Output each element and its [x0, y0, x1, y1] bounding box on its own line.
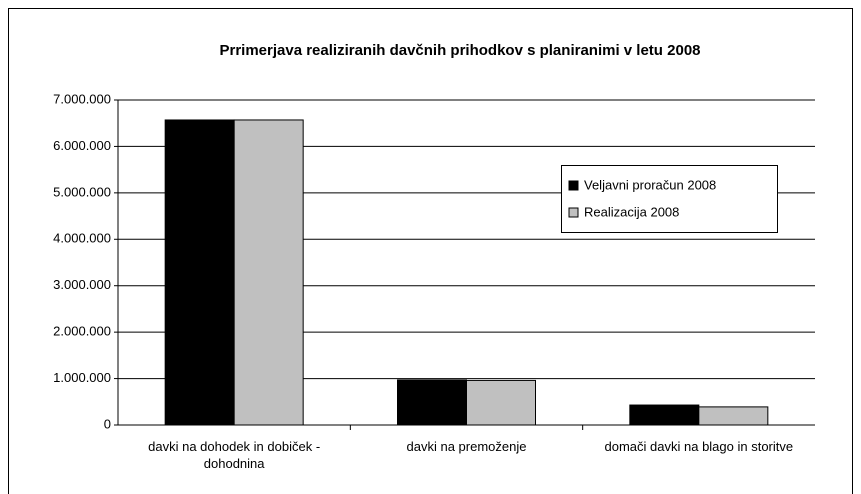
y-tick-label: 1.000.000 — [53, 370, 111, 385]
bar — [698, 406, 769, 426]
bar — [397, 379, 467, 426]
y-tick-label: 5.000.000 — [53, 184, 111, 199]
bar — [164, 119, 235, 426]
y-tick-label: 7.000.000 — [53, 91, 111, 106]
bar — [629, 404, 700, 426]
legend-box — [561, 165, 778, 233]
y-tick-label: 6.000.000 — [53, 138, 111, 153]
legend-swatch — [568, 180, 579, 191]
x-tick-label: davki na premoženje — [406, 439, 527, 454]
y-tick-label: 4.000.000 — [53, 231, 111, 246]
x-tick-label: domači davki na blago in storitve — [604, 439, 794, 454]
y-tick-label: 2.000.000 — [53, 324, 111, 339]
y-tick-label: 0 — [104, 416, 111, 431]
chart-title: Prrimerjava realiziranih davčnih prihodk… — [219, 42, 700, 59]
x-tick-label: davki na dohodek in dobiček - dohodnina — [148, 439, 321, 471]
bar — [466, 379, 536, 426]
bar — [233, 119, 304, 426]
y-tick-label: 3.000.000 — [53, 277, 111, 292]
legend-label: Veljavni proračun 2008 — [584, 177, 716, 192]
legend-label: Realizacija 2008 — [584, 204, 679, 219]
legend-swatch — [568, 207, 579, 218]
